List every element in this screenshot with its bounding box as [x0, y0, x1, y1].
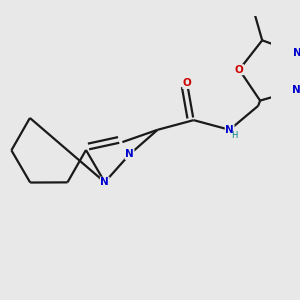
Text: N: N [292, 85, 300, 95]
Text: N: N [225, 125, 234, 135]
Text: N: N [293, 48, 300, 58]
Text: O: O [235, 65, 244, 75]
Text: N: N [125, 149, 134, 159]
Text: H: H [231, 131, 238, 140]
Text: N: N [100, 177, 109, 187]
Text: O: O [183, 78, 191, 88]
